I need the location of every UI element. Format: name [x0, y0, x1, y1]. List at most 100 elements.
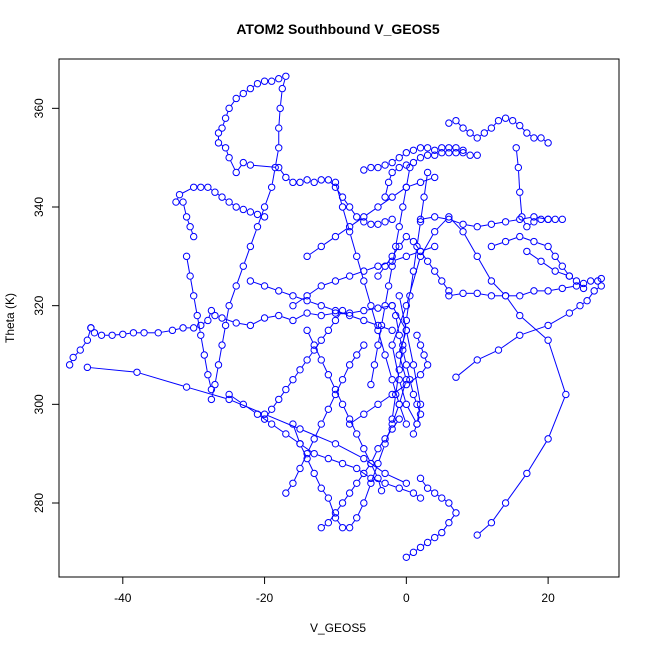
data-point — [544, 435, 552, 443]
series-segment — [407, 407, 416, 422]
series-segment — [509, 219, 517, 222]
data-point — [420, 351, 428, 359]
data-point — [218, 341, 226, 349]
data-point — [494, 346, 503, 354]
data-point — [246, 84, 255, 93]
data-point — [310, 435, 318, 443]
data-point — [374, 220, 382, 228]
series-segment — [308, 352, 313, 358]
data-point — [197, 183, 205, 191]
data-point — [360, 445, 368, 453]
data-point — [423, 257, 432, 265]
data-point — [246, 161, 255, 169]
data-point — [395, 375, 403, 384]
data-point — [416, 371, 425, 379]
series-segment — [529, 253, 539, 260]
data-point — [388, 301, 396, 310]
data-point — [324, 326, 333, 335]
series-segment — [288, 435, 298, 443]
data-point — [544, 242, 552, 251]
data-point — [430, 489, 439, 497]
data-point — [487, 519, 496, 527]
data-point — [445, 287, 453, 295]
series-segment — [358, 476, 363, 481]
series-11 — [445, 114, 552, 147]
data-point — [189, 324, 198, 332]
data-point — [353, 252, 361, 261]
series-segment — [351, 520, 356, 526]
series-segment — [423, 247, 432, 251]
data-point — [438, 149, 446, 157]
data-point — [179, 198, 187, 206]
data-point — [360, 306, 368, 315]
data-point — [416, 144, 425, 152]
data-point — [246, 277, 255, 285]
series-segment — [273, 402, 278, 407]
data-point — [409, 548, 418, 557]
data-point — [487, 242, 496, 251]
data-point — [572, 282, 581, 290]
series-segment — [324, 281, 333, 286]
series-28 — [289, 242, 439, 310]
data-point — [395, 331, 403, 339]
data-point — [275, 287, 283, 295]
series-segment — [450, 505, 455, 511]
data-point — [353, 213, 361, 221]
data-point — [331, 385, 340, 394]
data-point — [452, 373, 460, 381]
data-point — [406, 292, 414, 300]
series-segment — [359, 470, 369, 477]
data-point — [282, 430, 290, 438]
series-segment — [394, 169, 397, 171]
series-segment — [550, 314, 567, 325]
series-segment — [335, 185, 343, 204]
data-point — [214, 129, 223, 137]
data-point — [473, 134, 481, 142]
series-segment — [208, 313, 211, 318]
data-point — [374, 326, 382, 335]
data-point — [239, 89, 248, 98]
series-segment — [380, 396, 390, 403]
series-segment — [480, 224, 488, 227]
y-tick-label: 300 — [32, 394, 46, 414]
series-segment — [522, 326, 545, 335]
series-segment — [416, 494, 418, 497]
data-point — [296, 366, 304, 374]
series-segment — [310, 301, 319, 305]
data-point — [282, 489, 290, 497]
data-point — [466, 129, 474, 137]
data-point — [182, 213, 191, 221]
series-segment — [437, 494, 440, 497]
series-segment — [315, 348, 321, 357]
series-31 — [331, 178, 411, 428]
data-point — [430, 173, 439, 182]
series-segment — [409, 183, 418, 187]
series-segment — [278, 111, 281, 125]
series-segment — [416, 549, 418, 551]
data-point — [370, 361, 379, 369]
data-point — [360, 499, 368, 507]
data-point — [395, 292, 403, 300]
data-point — [395, 484, 403, 492]
data-point — [597, 274, 605, 283]
data-point — [317, 356, 325, 364]
series-segment — [410, 383, 414, 392]
data-point — [459, 220, 467, 228]
series-segment — [186, 259, 190, 273]
series-segment — [572, 307, 578, 312]
data-point — [487, 292, 496, 300]
data-point — [303, 292, 311, 300]
series-segment — [399, 299, 407, 327]
series-segment — [281, 291, 290, 296]
series-segment — [183, 205, 187, 214]
series-segment — [352, 415, 362, 423]
series-segment — [551, 288, 559, 291]
data-point — [416, 218, 425, 226]
series-segment — [344, 495, 348, 501]
data-point — [420, 193, 428, 201]
series-segment — [230, 160, 236, 170]
series-segment — [413, 249, 417, 268]
series-segment — [429, 263, 434, 269]
series-21 — [282, 341, 368, 497]
data-point — [374, 304, 382, 312]
